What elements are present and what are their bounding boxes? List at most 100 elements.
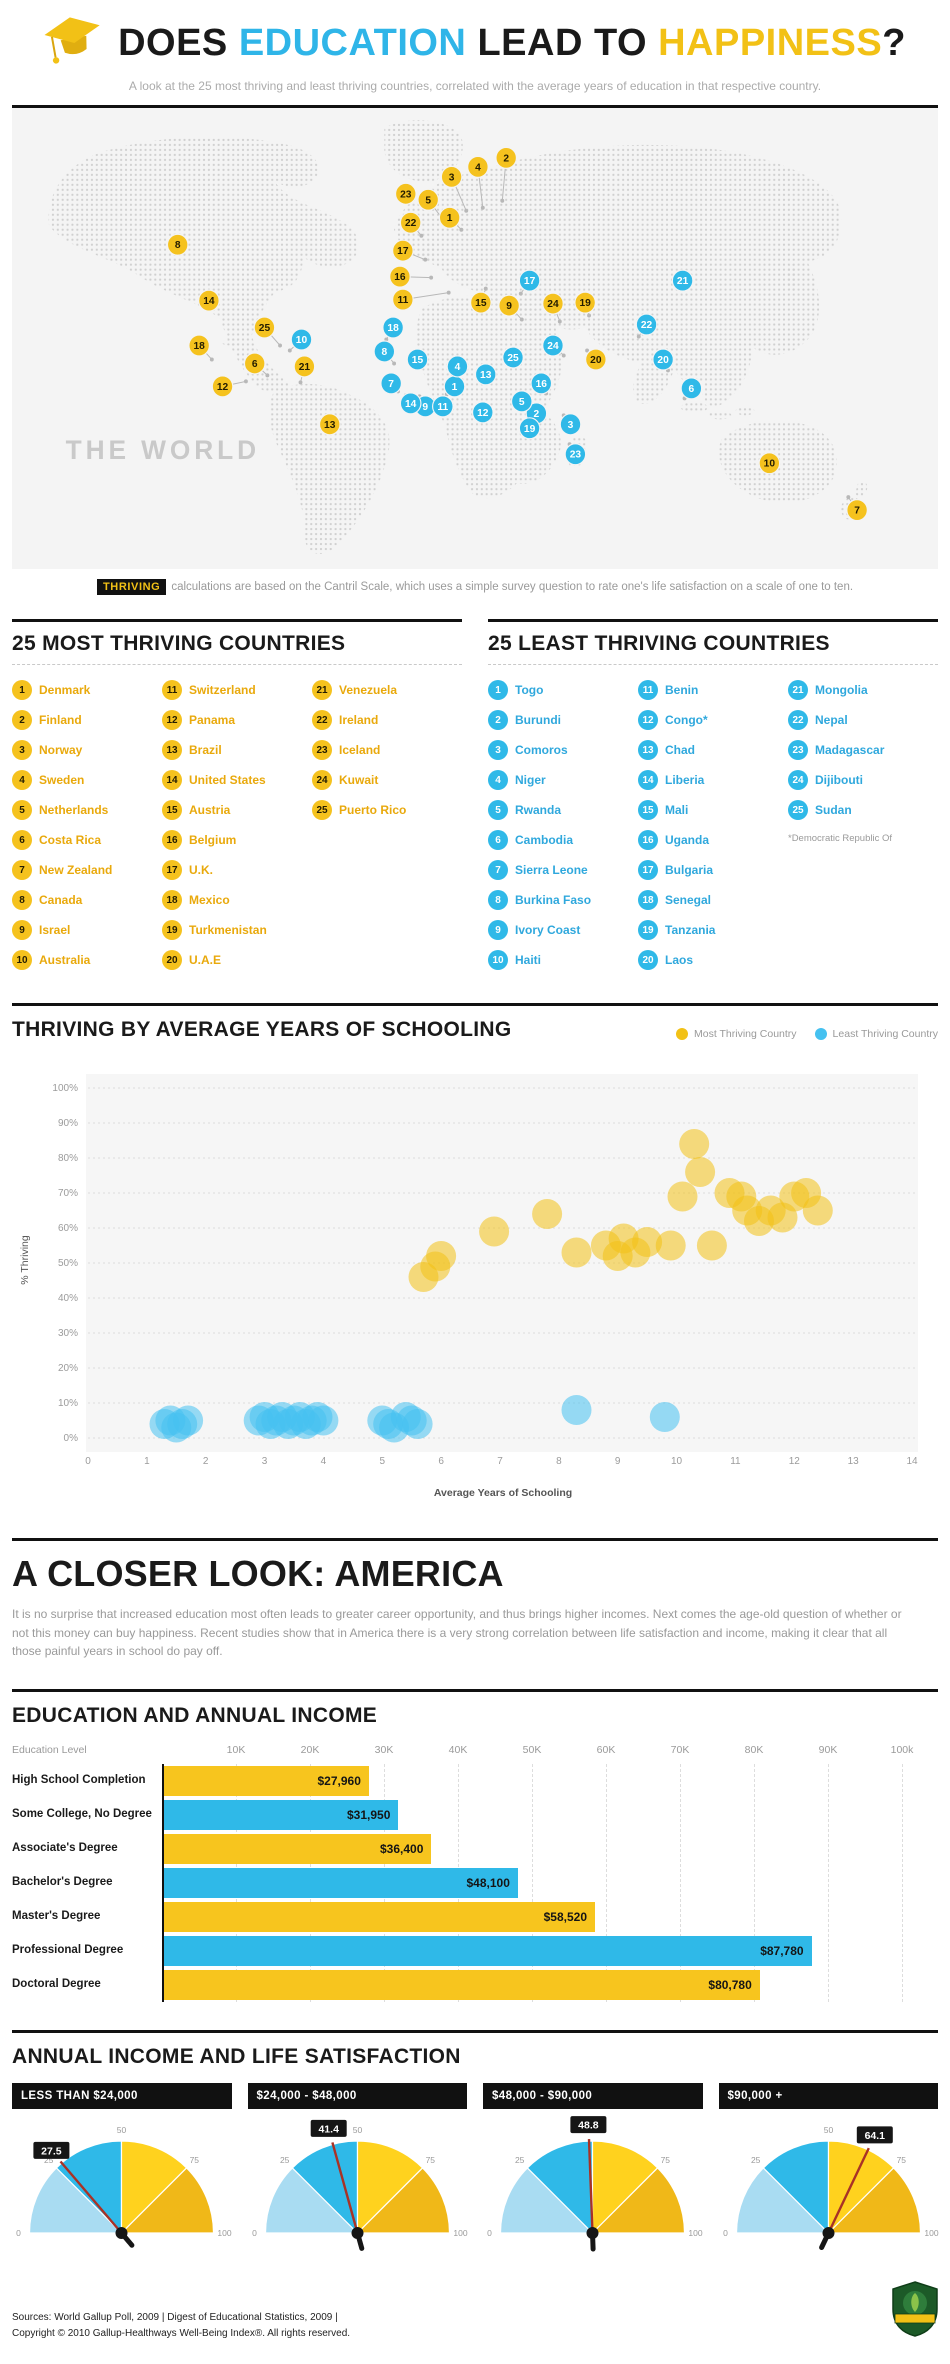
- income-gridline: [606, 1763, 607, 2002]
- country-name: Mexico: [189, 893, 230, 907]
- needle-hub: [586, 2226, 599, 2239]
- least-marker-7: 7: [380, 372, 402, 395]
- legend-label-least: Least Thriving Country: [832, 1028, 938, 1040]
- country-item: 5 Rwanda: [488, 795, 638, 825]
- country-item: 10 Australia: [12, 945, 162, 975]
- country-name: Sweden: [39, 773, 85, 787]
- most-marker-10: 10: [758, 452, 781, 475]
- america-body: It is no surprise that increased educati…: [12, 1607, 902, 1659]
- least-marker-1: 1: [443, 375, 466, 398]
- scatter-point: [561, 1395, 592, 1425]
- rank-badge: 13: [162, 740, 182, 760]
- rank-badge: 16: [638, 830, 658, 850]
- rank-badge: 3: [488, 740, 508, 760]
- rank-badge: 11: [638, 680, 658, 700]
- svg-text:3: 3: [449, 172, 455, 183]
- education-level-label: Professional Degree: [12, 1944, 124, 1957]
- least-marker-12: 12: [471, 401, 494, 424]
- country-name: Netherlands: [39, 803, 109, 817]
- country-name: Ireland: [339, 713, 379, 727]
- svg-text:7: 7: [854, 506, 860, 517]
- scatter-legend: Most Thriving Country Least Thriving Cou…: [676, 1028, 938, 1042]
- gauge-income-range: LESS THAN $24,000: [12, 2082, 232, 2109]
- x-tick-label: 0: [85, 1456, 91, 1467]
- svg-text:25: 25: [507, 353, 519, 364]
- country-item: 14 Liberia: [638, 765, 788, 795]
- svg-text:19: 19: [579, 298, 591, 309]
- header: DOES EDUCATION LEAD TO HAPPINESS? A look…: [0, 0, 950, 93]
- country-name: Rwanda: [515, 803, 562, 817]
- gauge-segment: [826, 2166, 921, 2234]
- least-marker-17: 17: [518, 269, 541, 292]
- most-marker-18: 18: [188, 334, 210, 357]
- scatter-xlabel: Average Years of Schooling: [434, 1487, 572, 1499]
- country-item: 21 Venezuela: [312, 675, 462, 705]
- x-tick-label: 4: [321, 1456, 327, 1467]
- country-name: Finland: [39, 713, 82, 727]
- income-gridline: [902, 1763, 903, 2002]
- country-item: 20 Laos: [638, 945, 788, 975]
- rank-badge: 12: [638, 710, 658, 730]
- income-bar-row: Bachelor's Degree $48,100: [12, 1866, 938, 1900]
- least-marker-15: 15: [406, 348, 429, 371]
- country-name: Niger: [515, 773, 546, 787]
- rank-badge: 9: [12, 920, 32, 940]
- most-marker-11: 11: [392, 288, 414, 311]
- svg-text:18: 18: [387, 323, 399, 334]
- least-marker-8: 8: [373, 340, 396, 363]
- country-name: Uganda: [665, 833, 710, 847]
- x-tick-label: 1: [144, 1456, 150, 1467]
- most-marker-25: 25: [253, 316, 276, 339]
- least-marker-21: 21: [671, 269, 694, 292]
- gauge-value: 48.8: [578, 2119, 599, 2131]
- rank-badge: 5: [488, 800, 508, 820]
- svg-text:14: 14: [405, 399, 417, 410]
- income-bar-row: Doctoral Degree $80,780: [12, 1968, 938, 2002]
- country-item: 9 Ivory Coast: [488, 915, 638, 945]
- country-item: 25 Sudan: [788, 795, 938, 825]
- income-bar-track: $48,100: [162, 1867, 902, 1898]
- least-marker-25: 25: [502, 346, 524, 369]
- svg-text:9: 9: [422, 402, 428, 413]
- education-level-label: High School Completion: [12, 1774, 146, 1787]
- rank-badge: 15: [162, 800, 182, 820]
- gauge-scale-label: 50: [823, 2125, 833, 2135]
- svg-text:17: 17: [397, 246, 409, 257]
- rank-badge: 8: [488, 890, 508, 910]
- most-marker-5: 5: [417, 188, 440, 211]
- sources-text: Sources: World Gallup Poll, 2009 | Diges…: [12, 2310, 350, 2342]
- sources-line2: Copyright © 2010 Gallup-Healthways Well-…: [12, 2327, 351, 2339]
- gauge-segment: [120, 2166, 215, 2234]
- income-value: $31,950: [347, 1807, 391, 1822]
- country-name: Dijibouti: [815, 773, 863, 787]
- svg-text:19: 19: [524, 424, 536, 435]
- most-marker-3: 3: [440, 165, 463, 188]
- thriving-note: THRIVING calculations are based on the Ca…: [12, 579, 938, 595]
- country-name: Switzerland: [189, 683, 256, 697]
- legend-label-most: Most Thriving Country: [694, 1028, 797, 1040]
- country-name: Liberia: [665, 773, 705, 787]
- income-value: $80,780: [708, 1977, 752, 1992]
- country-item: 7 New Zealand: [12, 855, 162, 885]
- country-item: 1 Denmark: [12, 675, 162, 705]
- congo-footnote: *Democratic Republic Of: [788, 833, 893, 844]
- rank-badge: 23: [788, 740, 808, 760]
- y-tick-label: 90%: [58, 1118, 78, 1129]
- scatter-title: THRIVING BY AVERAGE YEARS OF SCHOOLING: [12, 1018, 512, 1041]
- income-bar: $58,520: [162, 1901, 595, 1932]
- x-tick-label: 14: [906, 1456, 918, 1467]
- country-name: U.A.E: [189, 953, 222, 967]
- education-level-label: Doctoral Degree: [12, 1978, 101, 1991]
- rank-badge: 15: [638, 800, 658, 820]
- gauge-scale-label: 75: [896, 2155, 906, 2165]
- most-marker-21: 21: [293, 355, 316, 378]
- income-bar: $87,780: [162, 1935, 812, 1966]
- income-title: EDUCATION AND ANNUAL INCOME: [12, 1703, 378, 1727]
- x-tick-label: 10: [671, 1456, 683, 1467]
- gauge-value-badge: [310, 2119, 347, 2137]
- income-axis-tick: 80K: [744, 1743, 764, 1756]
- income-gridline: [532, 1763, 533, 2002]
- income-axis-tick: 30K: [374, 1743, 394, 1756]
- country-item: 14 United States: [162, 765, 312, 795]
- rank-badge: 12: [162, 710, 182, 730]
